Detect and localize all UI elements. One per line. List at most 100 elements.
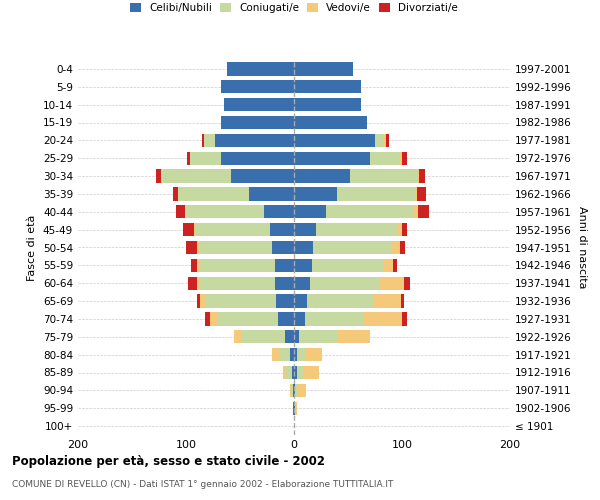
Bar xyxy=(178,187,248,200)
Bar xyxy=(294,152,370,165)
Bar xyxy=(350,170,417,183)
Bar xyxy=(297,366,302,379)
Bar xyxy=(218,312,278,326)
Bar xyxy=(294,80,361,94)
Bar xyxy=(400,241,405,254)
Bar xyxy=(199,241,272,254)
Bar xyxy=(401,294,404,308)
Bar xyxy=(313,241,391,254)
Bar xyxy=(386,134,389,147)
Bar xyxy=(283,366,286,379)
Bar xyxy=(417,187,426,200)
Bar xyxy=(418,205,429,218)
Bar xyxy=(194,223,270,236)
Bar xyxy=(275,294,294,308)
Bar xyxy=(197,276,199,290)
Bar xyxy=(415,187,417,200)
Bar xyxy=(297,384,306,397)
Bar xyxy=(383,258,394,272)
Bar xyxy=(161,170,232,183)
Bar xyxy=(232,170,294,183)
Bar xyxy=(221,116,294,129)
Bar xyxy=(187,152,190,165)
Bar xyxy=(370,152,400,165)
Bar xyxy=(337,330,370,344)
Bar xyxy=(294,366,297,379)
Bar xyxy=(156,170,161,183)
Legend: Celibi/Nubili, Coniugati/e, Vedovi/e, Divorziati/e: Celibi/Nubili, Coniugati/e, Vedovi/e, Di… xyxy=(127,0,461,16)
Bar xyxy=(197,258,199,272)
Bar xyxy=(286,330,294,344)
Bar xyxy=(272,241,294,254)
Bar xyxy=(290,348,294,362)
Bar xyxy=(417,170,419,183)
Bar xyxy=(297,348,306,362)
Bar xyxy=(183,223,194,236)
Bar xyxy=(294,134,375,147)
Bar xyxy=(295,384,297,397)
Bar xyxy=(197,241,199,254)
Bar xyxy=(294,205,326,218)
Text: Popolazione per età, sesso e stato civile - 2002: Popolazione per età, sesso e stato civil… xyxy=(12,455,325,468)
Bar xyxy=(200,294,205,308)
Bar xyxy=(264,205,294,218)
Text: COMUNE DI REVELLO (CN) - Dati ISTAT 1° gennaio 2002 - Elaborazione TUTTITALIA.IT: COMUNE DI REVELLO (CN) - Dati ISTAT 1° g… xyxy=(12,480,394,489)
Bar xyxy=(188,276,197,290)
Bar xyxy=(190,152,221,165)
Bar xyxy=(294,241,313,254)
Bar xyxy=(305,312,364,326)
Bar xyxy=(242,330,286,344)
Bar xyxy=(294,62,353,76)
Bar xyxy=(400,152,402,165)
Bar xyxy=(299,330,337,344)
Bar xyxy=(173,187,178,200)
Bar xyxy=(402,152,407,165)
Bar xyxy=(294,348,297,362)
Bar xyxy=(290,384,292,397)
Bar xyxy=(294,116,367,129)
Bar xyxy=(307,294,374,308)
Bar xyxy=(205,294,275,308)
Bar xyxy=(313,258,383,272)
Bar xyxy=(295,402,297,415)
Bar xyxy=(294,276,310,290)
Bar xyxy=(364,312,402,326)
Bar xyxy=(185,205,186,218)
Bar xyxy=(375,134,383,147)
Bar xyxy=(294,330,299,344)
Bar xyxy=(294,187,337,200)
Bar xyxy=(413,205,418,218)
Bar xyxy=(391,241,400,254)
Bar xyxy=(294,294,307,308)
Bar xyxy=(402,223,407,236)
Bar xyxy=(374,294,401,308)
Bar xyxy=(402,312,407,326)
Bar xyxy=(176,205,185,218)
Bar xyxy=(224,98,294,112)
Bar xyxy=(272,348,280,362)
Bar xyxy=(394,258,397,272)
Bar xyxy=(197,294,200,308)
Bar xyxy=(205,134,215,147)
Bar xyxy=(294,258,313,272)
Bar xyxy=(337,187,415,200)
Bar xyxy=(202,134,205,147)
Bar xyxy=(404,276,410,290)
Bar xyxy=(294,223,316,236)
Bar xyxy=(294,384,295,397)
Bar xyxy=(293,384,294,397)
Bar xyxy=(293,402,294,415)
Bar xyxy=(292,384,293,397)
Bar xyxy=(210,312,218,326)
Bar xyxy=(294,402,295,415)
Bar xyxy=(186,241,197,254)
Bar xyxy=(221,152,294,165)
Bar xyxy=(205,312,210,326)
Bar xyxy=(316,223,397,236)
Bar xyxy=(199,276,275,290)
Bar xyxy=(383,134,386,147)
Bar xyxy=(199,258,275,272)
Bar xyxy=(221,80,294,94)
Y-axis label: Anni di nascita: Anni di nascita xyxy=(577,206,587,289)
Bar xyxy=(306,348,322,362)
